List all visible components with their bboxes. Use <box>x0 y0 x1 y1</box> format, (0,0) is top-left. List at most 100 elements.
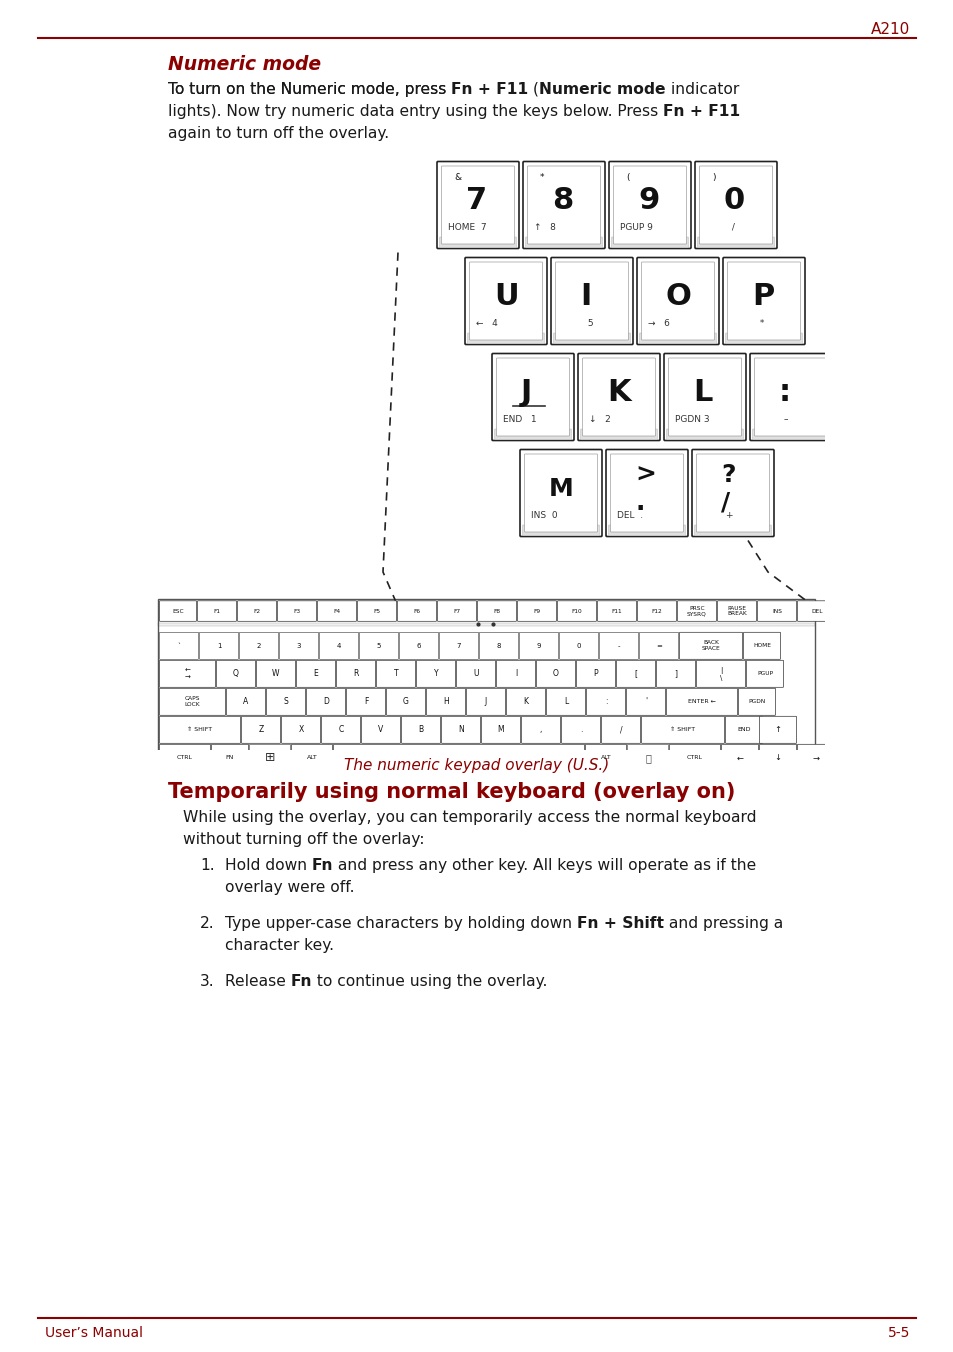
Text: I: I <box>579 283 591 311</box>
Text: [: [ <box>634 669 637 679</box>
FancyBboxPatch shape <box>357 600 396 622</box>
Text: 3.: 3. <box>200 973 214 990</box>
Text: ⇑ SHIFT: ⇑ SHIFT <box>187 727 213 733</box>
Text: 2.: 2. <box>200 917 214 932</box>
Text: ⇑ SHIFT: ⇑ SHIFT <box>670 727 695 733</box>
FancyBboxPatch shape <box>586 688 625 715</box>
Text: Y: Y <box>434 669 437 679</box>
FancyBboxPatch shape <box>697 237 774 247</box>
Text: →   6: → 6 <box>647 319 669 327</box>
FancyBboxPatch shape <box>679 633 741 660</box>
Text: Temporarily using normal keyboard (overlay on): Temporarily using normal keyboard (overl… <box>168 781 735 802</box>
FancyBboxPatch shape <box>637 257 719 345</box>
Text: User’s Manual: User’s Manual <box>45 1326 143 1340</box>
Text: 0: 0 <box>577 642 580 649</box>
Text: D: D <box>323 698 329 706</box>
FancyBboxPatch shape <box>456 660 495 687</box>
Bar <box>158 623 814 626</box>
Text: F5: F5 <box>373 608 380 614</box>
Text: ALT: ALT <box>600 756 611 760</box>
Text: Fn: Fn <box>312 859 334 873</box>
Text: 7: 7 <box>465 187 487 215</box>
Text: U: U <box>473 669 478 679</box>
FancyBboxPatch shape <box>759 717 796 744</box>
FancyBboxPatch shape <box>720 745 758 771</box>
FancyBboxPatch shape <box>519 633 558 660</box>
FancyBboxPatch shape <box>597 600 636 622</box>
FancyBboxPatch shape <box>555 262 628 339</box>
FancyBboxPatch shape <box>256 660 295 687</box>
Text: Fn + F11: Fn + F11 <box>451 82 528 97</box>
FancyBboxPatch shape <box>399 633 438 660</box>
FancyBboxPatch shape <box>397 600 436 622</box>
FancyBboxPatch shape <box>745 660 782 687</box>
Text: Numeric mode: Numeric mode <box>168 55 321 74</box>
Text: F: F <box>363 698 368 706</box>
FancyBboxPatch shape <box>666 429 742 439</box>
FancyBboxPatch shape <box>492 353 574 441</box>
Text: INS: INS <box>771 608 781 614</box>
Text: HOME  7: HOME 7 <box>447 223 486 231</box>
FancyBboxPatch shape <box>525 237 601 247</box>
Text: ↓: ↓ <box>774 753 781 763</box>
FancyBboxPatch shape <box>699 166 772 243</box>
Text: Fn: Fn <box>291 973 312 990</box>
FancyBboxPatch shape <box>616 660 655 687</box>
FancyBboxPatch shape <box>717 600 756 622</box>
FancyBboxPatch shape <box>722 257 804 345</box>
FancyBboxPatch shape <box>797 745 834 771</box>
FancyBboxPatch shape <box>757 600 796 622</box>
FancyBboxPatch shape <box>466 688 505 715</box>
FancyBboxPatch shape <box>159 688 225 715</box>
Text: F2: F2 <box>253 608 260 614</box>
Text: 1: 1 <box>216 642 221 649</box>
FancyBboxPatch shape <box>553 333 630 343</box>
FancyBboxPatch shape <box>797 600 836 622</box>
Text: R: R <box>353 669 358 679</box>
Text: 6: 6 <box>416 642 421 649</box>
Text: HOME: HOME <box>752 644 770 649</box>
FancyBboxPatch shape <box>561 717 599 744</box>
FancyBboxPatch shape <box>608 525 684 535</box>
Text: J: J <box>520 379 532 407</box>
FancyBboxPatch shape <box>725 333 801 343</box>
Text: K: K <box>523 698 528 706</box>
Text: /: / <box>705 223 734 231</box>
FancyBboxPatch shape <box>441 717 480 744</box>
Text: PGUP 9: PGUP 9 <box>618 223 652 231</box>
FancyBboxPatch shape <box>477 600 516 622</box>
Text: 0: 0 <box>723 187 744 215</box>
FancyBboxPatch shape <box>749 353 831 441</box>
FancyBboxPatch shape <box>551 257 633 345</box>
Text: 5: 5 <box>376 642 381 649</box>
FancyBboxPatch shape <box>334 745 584 771</box>
FancyBboxPatch shape <box>306 688 345 715</box>
Text: 2: 2 <box>256 642 261 649</box>
FancyBboxPatch shape <box>669 745 720 771</box>
FancyBboxPatch shape <box>677 600 716 622</box>
Text: 9: 9 <box>638 187 659 215</box>
Text: DEL: DEL <box>810 608 821 614</box>
Text: END: END <box>737 727 750 733</box>
FancyBboxPatch shape <box>216 660 255 687</box>
FancyBboxPatch shape <box>546 688 585 715</box>
FancyBboxPatch shape <box>250 745 291 771</box>
Text: F12: F12 <box>651 608 661 614</box>
Text: 7: 7 <box>456 642 460 649</box>
Text: -: - <box>618 642 619 649</box>
FancyBboxPatch shape <box>439 237 516 247</box>
Text: ): ) <box>711 173 715 183</box>
FancyBboxPatch shape <box>437 600 476 622</box>
Text: J: J <box>484 698 487 706</box>
FancyBboxPatch shape <box>691 449 773 537</box>
Text: `: ` <box>177 642 180 649</box>
FancyBboxPatch shape <box>694 525 770 535</box>
Text: A210: A210 <box>870 22 909 37</box>
FancyBboxPatch shape <box>241 717 280 744</box>
Text: to continue using the overlay.: to continue using the overlay. <box>312 973 547 990</box>
Text: ←: ← <box>736 753 742 763</box>
FancyBboxPatch shape <box>668 358 740 435</box>
FancyBboxPatch shape <box>496 358 569 435</box>
FancyBboxPatch shape <box>469 262 542 339</box>
FancyBboxPatch shape <box>376 660 416 687</box>
